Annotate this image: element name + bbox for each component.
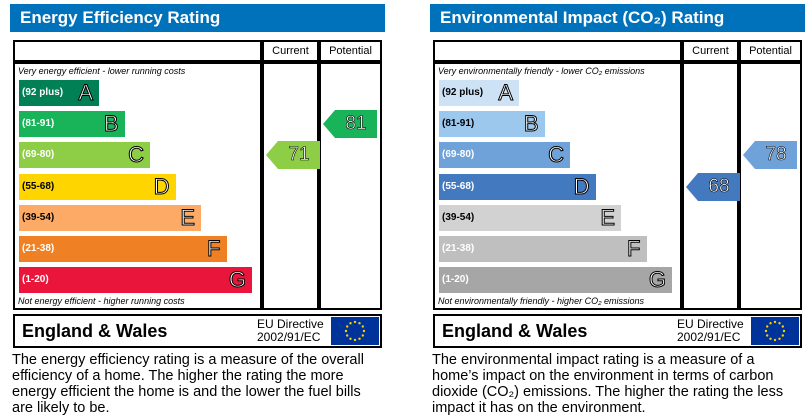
current-rating-arrow: 68 <box>686 172 740 201</box>
band-range-label: (39-54) <box>442 211 475 223</box>
eu-directive-line-2: 2002/91/EC <box>677 330 741 344</box>
band-letter: F <box>207 236 221 262</box>
current-column-header: Current <box>272 45 309 57</box>
energy-header: Energy Efficiency Rating <box>10 4 385 32</box>
top-scale-text: Very environmentally friendly - lower CO… <box>438 66 645 76</box>
band-letter: E <box>180 204 196 230</box>
band-range-label: (1-20) <box>22 274 49 286</box>
band-letter: D <box>153 173 170 199</box>
rating-band-g: (1-20) G <box>19 267 252 294</box>
rating-band-d: (55-68) D <box>19 173 176 200</box>
rating-band-b: (81-91) B <box>439 111 545 138</box>
rating-band-f: (21-38) F <box>439 236 647 262</box>
band-letter: C <box>548 142 565 168</box>
environmental-impact-panel: Environmental Impact (CO₂) Rating Curren… <box>430 0 805 419</box>
band-range-label: (21-38) <box>22 243 55 254</box>
band-letter: A <box>498 80 514 106</box>
header-line <box>435 60 800 64</box>
environment-description: The environmental impact rating is a mea… <box>432 352 784 416</box>
eu-directive-line-2: 2002/91/EC <box>257 330 321 344</box>
band-letter: B <box>523 111 539 137</box>
potential-column-header: Potential <box>329 45 372 57</box>
band-range-label: (69-80) <box>22 149 55 161</box>
band-letter: G <box>228 267 246 293</box>
top-scale-text: Very energy efficient - lower running co… <box>18 66 186 76</box>
band-range-label: (21-38) <box>442 243 475 254</box>
band-letter: C <box>128 142 145 168</box>
energy-footer: England & Wales EU Directive 2002/91/EC <box>13 314 382 348</box>
band-range-label: (55-68) <box>22 180 55 192</box>
column-separator <box>317 42 321 308</box>
arrow-shape <box>686 172 740 201</box>
rating-band-b: (81-91) B <box>19 111 125 138</box>
rating-band-c: (69-80) C <box>19 142 150 169</box>
rating-band-e: (39-54) E <box>19 204 201 231</box>
environment-chart: Current Potential Very environmentally f… <box>433 40 802 310</box>
band-letter: E <box>600 204 616 230</box>
region-label: England & Wales <box>442 321 588 341</box>
potential-rating-value: 78 <box>765 144 787 166</box>
potential-column-header: Potential <box>749 45 792 57</box>
bottom-scale-text: Not environmentally friendly - higher CO… <box>438 296 645 306</box>
potential-rating-arrow: 78 <box>743 141 797 170</box>
rating-band-e: (39-54) E <box>439 204 621 231</box>
eu-directive-label: EU Directive 2002/91/EC <box>257 318 324 344</box>
band-range-label: (1-20) <box>442 274 469 286</box>
eu-flag-icon <box>331 317 379 345</box>
band-letter: F <box>627 236 641 262</box>
rating-band-c: (69-80) C <box>439 142 570 169</box>
band-range-label: (55-68) <box>442 180 475 192</box>
column-separator <box>680 42 684 308</box>
band-range-label: (92 plus) <box>442 87 484 98</box>
eu-directive-label: EU Directive 2002/91/EC <box>677 318 744 344</box>
rating-band-d: (55-68) D <box>439 173 596 200</box>
eu-directive-line-1: EU Directive <box>257 317 324 331</box>
band-letter: B <box>103 111 119 137</box>
band-range-label: (81-91) <box>22 118 55 130</box>
band-letter: A <box>78 80 94 106</box>
rating-band-f: (21-38) F <box>19 236 227 262</box>
column-separator <box>260 42 264 308</box>
rating-band-a: (92 plus) A <box>439 80 519 106</box>
eu-flag-icon <box>751 317 799 345</box>
energy-efficiency-panel: Energy Efficiency Rating Current Potenti… <box>10 0 385 419</box>
band-range-label: (92 plus) <box>22 87 64 98</box>
energy-chart: Current Potential Very energy efficient … <box>13 40 382 310</box>
band-letter: D <box>573 173 590 199</box>
band-letter: G <box>648 267 666 293</box>
eu-directive-line-1: EU Directive <box>677 317 744 331</box>
band-range-label: (69-80) <box>442 149 475 161</box>
potential-rating-arrow: 81 <box>323 110 377 139</box>
band-range-label: (39-54) <box>22 211 55 223</box>
energy-description: The energy efficiency rating is a measur… <box>12 352 364 416</box>
arrow-shape <box>323 110 377 139</box>
current-rating-arrow: 71 <box>266 141 320 170</box>
environment-header: Environmental Impact (CO₂) Rating <box>430 4 805 32</box>
rating-band-a: (92 plus) A <box>19 80 99 106</box>
arrow-shape <box>743 141 797 170</box>
rating-band-g: (1-20) G <box>439 267 672 294</box>
potential-rating-value: 81 <box>345 113 367 135</box>
header-line <box>15 60 380 64</box>
current-column-header: Current <box>692 45 729 57</box>
environment-footer: England & Wales EU Directive 2002/91/EC <box>433 314 802 348</box>
current-rating-value: 68 <box>708 175 730 197</box>
current-rating-value: 71 <box>288 144 310 166</box>
band-range-label: (81-91) <box>442 118 475 130</box>
arrow-shape <box>266 141 320 170</box>
region-label: England & Wales <box>22 321 168 341</box>
bottom-scale-text: Not energy efficient - higher running co… <box>18 296 185 306</box>
